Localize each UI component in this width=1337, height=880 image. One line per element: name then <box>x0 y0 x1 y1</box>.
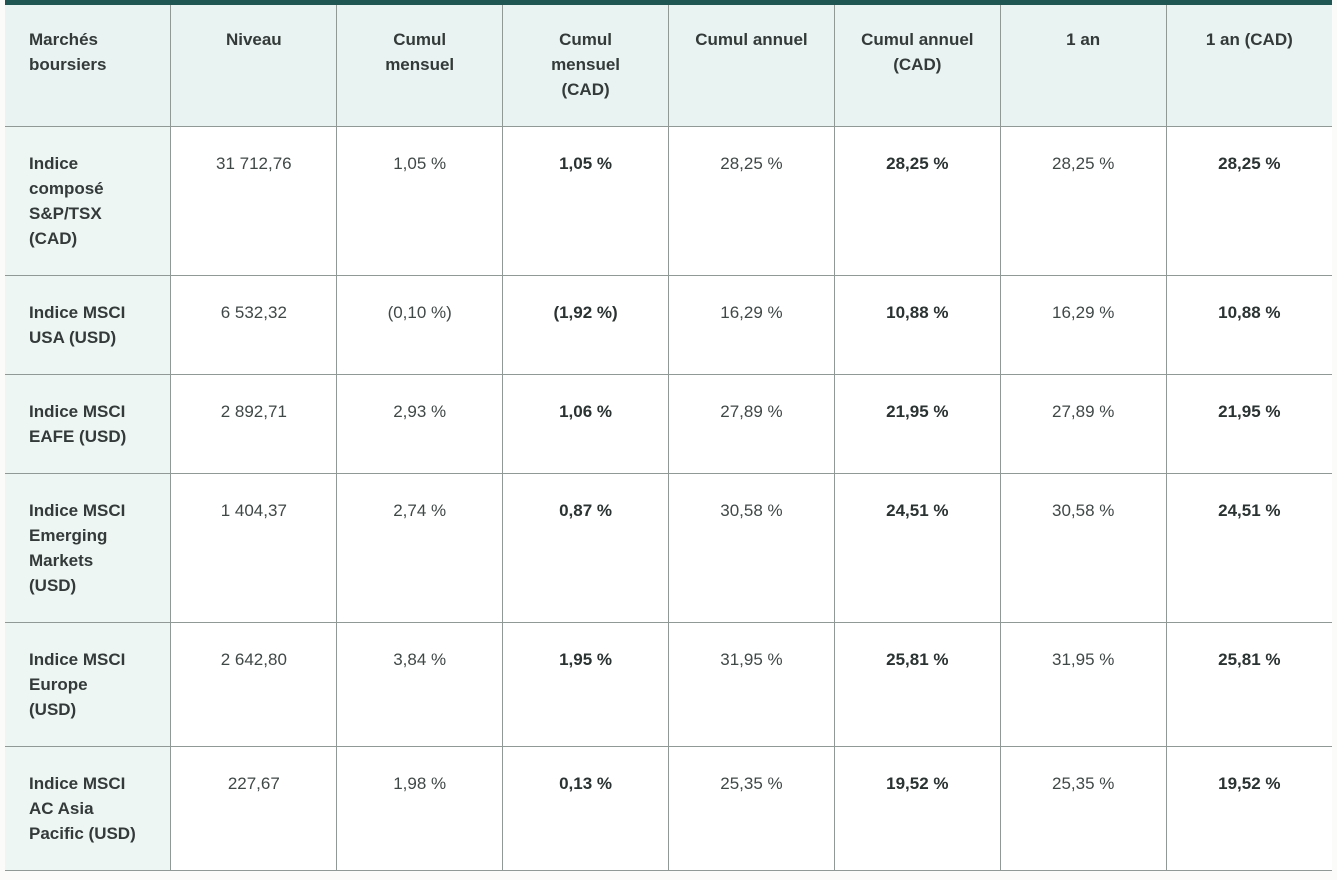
table-row: Indice MSCI EAFE (USD) 2 892,71 2,93 % 1,06… <box>5 374 1332 474</box>
table-cell: 31 712,76 <box>170 126 338 276</box>
row-label: Indice composé S&P/TSX (CAD) <box>5 126 172 276</box>
table-cell: 21,95 % <box>1165 374 1332 474</box>
table-cell: 27,89 % <box>668 374 835 474</box>
table-cell: 6 532,32 <box>170 275 338 375</box>
table-row: Indice MSCI AC Asia Pacific (USD) 227,67 1… <box>5 746 1332 871</box>
column-header-2: Cumul mensuel <box>336 2 504 127</box>
table-cell: 19,52 % <box>1165 746 1332 871</box>
table-cell: 16,29 % <box>999 275 1167 375</box>
table-cell: 19,52 % <box>833 746 1001 871</box>
table-cell: 227,67 <box>170 746 338 871</box>
table-cell: 21,95 % <box>833 374 1001 474</box>
row-label: Indice MSCI AC Asia Pacific (USD) <box>5 746 172 871</box>
column-header-1: Niveau <box>170 2 338 127</box>
header-row: Marchés boursiers Niveau Cumul mensuel Cumu… <box>5 2 1332 127</box>
table-cell: 1,98 % <box>336 746 504 871</box>
table-cell: 1,06 % <box>502 374 669 474</box>
table-cell: 2,93 % <box>336 374 504 474</box>
table-cell: 1,95 % <box>502 622 669 747</box>
table-cell: 28,25 % <box>833 126 1001 276</box>
row-label: Indice MSCI USA (USD) <box>5 275 172 375</box>
table-cell: 27,89 % <box>999 374 1167 474</box>
table-cell: 0,13 % <box>502 746 669 871</box>
table-cell: 30,58 % <box>999 473 1167 623</box>
table-cell: 10,88 % <box>833 275 1001 375</box>
market-indices-table: Marchés boursiers Niveau Cumul mensuel Cumu… <box>5 0 1332 871</box>
table-cell: 25,35 % <box>668 746 835 871</box>
table-header: Marchés boursiers Niveau Cumul mensuel Cumu… <box>5 2 1332 127</box>
table-cell: (1,92 %) <box>502 275 669 375</box>
column-header-6: 1 an <box>999 2 1167 127</box>
table-cell: 2 892,71 <box>170 374 338 474</box>
table-cell: 3,84 % <box>336 622 504 747</box>
table-cell: 2,74 % <box>336 473 504 623</box>
column-header-3: Cumul mensuel (CAD) <box>502 2 669 127</box>
table-cell: 24,51 % <box>833 473 1001 623</box>
table-body: Indice composé S&P/TSX (CAD) 31 712,76 1,0… <box>5 126 1332 871</box>
table-row: Indice MSCI Europe (USD) 2 642,80 3,84 % 1,… <box>5 622 1332 747</box>
row-label: Indice MSCI Emerging Markets (USD) <box>5 473 172 623</box>
table-cell: 31,95 % <box>668 622 835 747</box>
table-row: Indice composé S&P/TSX (CAD) 31 712,76 1,0… <box>5 126 1332 276</box>
table-cell: 30,58 % <box>668 473 835 623</box>
column-header-7: 1 an (CAD) <box>1165 2 1332 127</box>
table-row: Indice MSCI USA (USD) 6 532,32 (0,10 %) (1,… <box>5 275 1332 375</box>
row-label: Indice MSCI EAFE (USD) <box>5 374 172 474</box>
table-cell: (0,10 %) <box>336 275 504 375</box>
table-cell: 16,29 % <box>668 275 835 375</box>
table-row: Indice MSCI Emerging Markets (USD) 1 404,… <box>5 473 1332 623</box>
table-cell: 1 404,37 <box>170 473 338 623</box>
column-header-4: Cumul annuel <box>668 2 835 127</box>
table-cell: 10,88 % <box>1165 275 1332 375</box>
table-cell: 0,87 % <box>502 473 669 623</box>
table-cell: 2 642,80 <box>170 622 338 747</box>
column-header-5: Cumul annuel (CAD) <box>833 2 1001 127</box>
table-cell: 31,95 % <box>999 622 1167 747</box>
table-cell: 25,81 % <box>833 622 1001 747</box>
table-cell: 25,35 % <box>999 746 1167 871</box>
table-cell: 24,51 % <box>1165 473 1332 623</box>
table-cell: 28,25 % <box>1165 126 1332 276</box>
row-label: Indice MSCI Europe (USD) <box>5 622 172 747</box>
table-cell: 1,05 % <box>336 126 504 276</box>
table-cell: 25,81 % <box>1165 622 1332 747</box>
table-cell: 28,25 % <box>668 126 835 276</box>
table-cell: 1,05 % <box>502 126 669 276</box>
column-header-row-labels: Marchés boursiers <box>5 2 172 127</box>
table-cell: 28,25 % <box>999 126 1167 276</box>
